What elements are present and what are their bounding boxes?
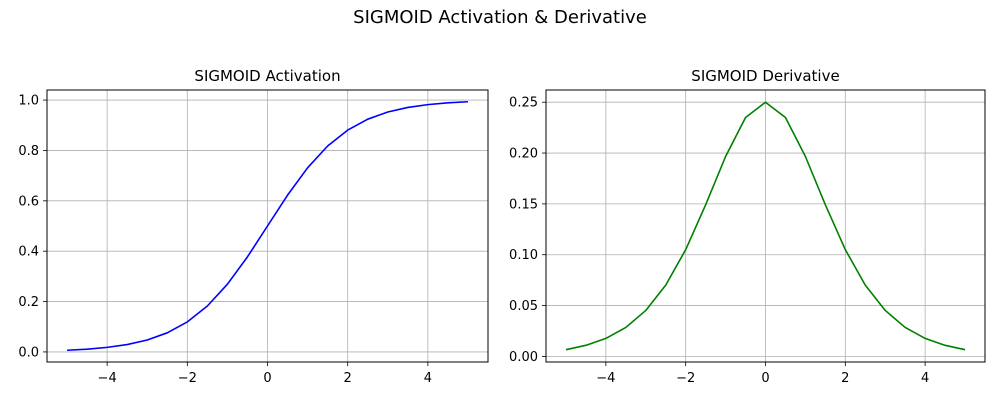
activation-y-tick-label: 0.2 [18,295,39,310]
derivative-y-tick-label: 0.20 [509,147,538,162]
activation-y-tick-label: 1.0 [18,94,39,109]
derivative-x-tick-label: −2 [676,371,695,386]
derivative-y-tick-label: 0.15 [509,197,538,212]
activation-y-tick-label: 0.6 [18,194,39,209]
derivative-y-tick-label: 0.10 [509,248,538,263]
derivative-series-line [565,101,966,351]
derivative-x-tick-label: 4 [921,371,929,386]
derivative-axes: −4 −2 0 2 4 0.00 0.05 0.10 0.15 0.20 0.25 SIGMOID D… [509,67,986,386]
activation-x-tick-label: 0 [263,371,271,386]
activation-y-tick-label: 0.0 [18,345,39,360]
derivative-axes-title: SIGMOID Derivative [691,67,839,85]
activation-y-tick-label: 0.4 [18,245,39,260]
activation-axes: −4 −2 0 2 4 0.0 0.2 0.4 0.6 0.8 1.0 SIGMOID Activat… [18,67,489,386]
derivative-y-tick-label: 0.00 [509,350,538,365]
activation-x-tick-label: −2 [178,371,197,386]
activation-x-tick-label: 2 [344,371,352,386]
derivative-x-tick-label: 2 [841,371,849,386]
derivative-y-tick-label: 0.05 [509,299,538,314]
derivative-x-tick-label: −4 [596,371,615,386]
derivative-x-tick-label: 0 [761,371,769,386]
activation-y-tick-label: 0.8 [18,144,39,159]
figure-title: SIGMOID Activation & Derivative [353,7,647,28]
activation-x-tick-label: 4 [424,371,432,386]
activation-axes-title: SIGMOID Activation [194,67,340,85]
activation-x-tick-label: −4 [98,371,117,386]
derivative-y-tick-label: 0.25 [509,96,538,111]
activation-series-line [67,100,468,352]
